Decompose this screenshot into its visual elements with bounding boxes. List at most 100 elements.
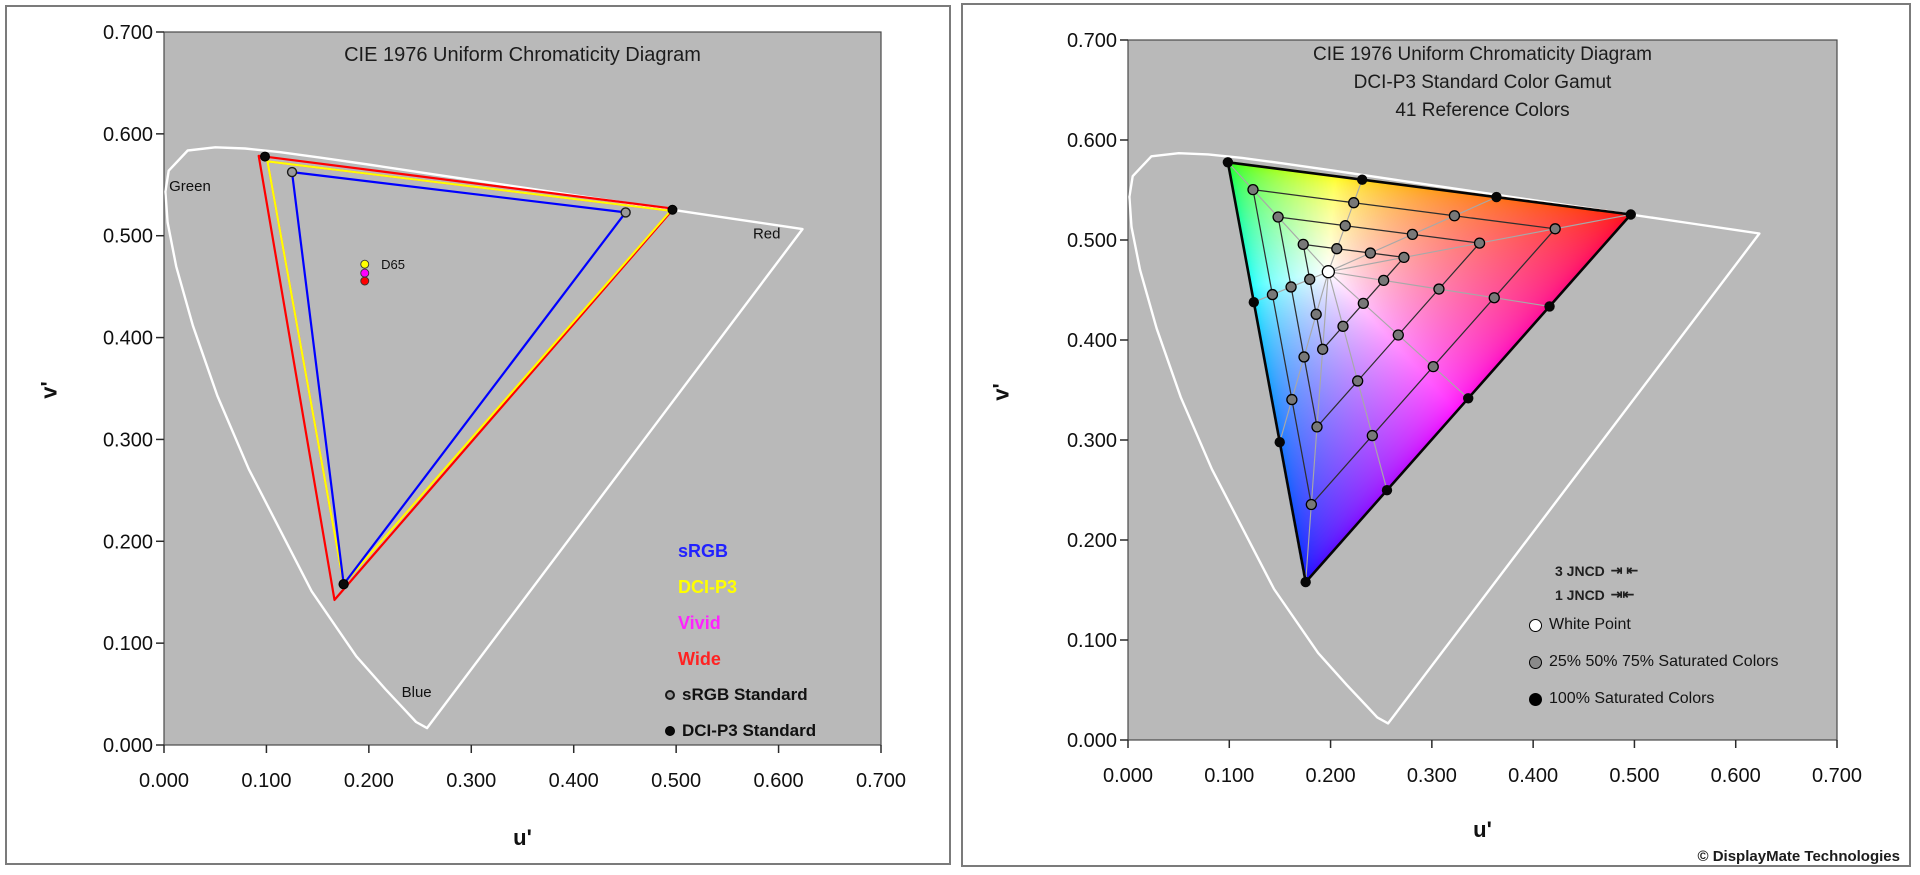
saturated-color-point bbox=[1285, 281, 1297, 293]
full-saturated-color-point bbox=[1300, 576, 1311, 588]
saturated-color-point bbox=[1272, 211, 1284, 223]
x-tick-label: 0.500 bbox=[651, 770, 701, 792]
legend-item-3jncd: 3 JNCD ⇥ ⇤ bbox=[1555, 562, 1638, 579]
dcip3-standard-point bbox=[338, 579, 349, 590]
right-y-axis-title: v' bbox=[988, 383, 1014, 401]
region-label-d65: D65 bbox=[381, 257, 405, 272]
y-tick-label: 0.500 bbox=[1067, 230, 1117, 252]
saturated-color-point bbox=[1433, 283, 1445, 295]
saturated-color-point bbox=[1398, 251, 1410, 264]
x-tick-label: 0.300 bbox=[446, 770, 496, 792]
legend-label: 25% 50% 75% Saturated Colors bbox=[1549, 653, 1779, 670]
saturated-color-point bbox=[1366, 429, 1378, 442]
black-dot-icon bbox=[1529, 692, 1542, 706]
plot-area bbox=[163, 31, 882, 746]
y-tick-label: 0.200 bbox=[1067, 530, 1117, 552]
legend-label: DCI-P3 bbox=[678, 576, 738, 597]
saturated-color-point bbox=[1297, 238, 1309, 251]
p3-gamut-fill-canvas bbox=[1128, 40, 1837, 740]
legend-item-vivid: Vivid bbox=[665, 605, 816, 641]
legend-label: DCI-P3 Standard bbox=[682, 721, 817, 740]
x-tick-label: 0.400 bbox=[1508, 765, 1558, 787]
legend-label: 100% Saturated Colors bbox=[1549, 690, 1715, 707]
saturated-color-point bbox=[1317, 343, 1329, 355]
saturated-color-point bbox=[1357, 297, 1369, 310]
legend-item-wide: Wide bbox=[665, 641, 816, 677]
region-label-blue: Blue bbox=[402, 684, 432, 701]
x-tick-label: 0.700 bbox=[1812, 765, 1862, 787]
saturated-color-point bbox=[1331, 243, 1343, 255]
full-saturated-color-point bbox=[1274, 437, 1285, 448]
x-tick-label: 0.600 bbox=[1711, 765, 1761, 787]
srgb-standard-point bbox=[620, 207, 631, 218]
legend-item-srgb: sRGB bbox=[665, 533, 816, 569]
full-saturated-color-point bbox=[1248, 297, 1259, 308]
x-tick-label: 0.200 bbox=[1306, 765, 1356, 787]
saturated-color-point bbox=[1247, 183, 1259, 196]
white-dot-icon bbox=[1529, 618, 1542, 632]
x-tick-label: 0.600 bbox=[754, 770, 804, 792]
white-point-dci-p3 bbox=[360, 259, 370, 269]
saturated-color-point bbox=[1392, 329, 1404, 341]
saturated-color-point bbox=[1427, 360, 1439, 373]
x-tick-label: 0.100 bbox=[241, 770, 291, 792]
legend-label: Vivid bbox=[678, 612, 721, 633]
saturated-color-point bbox=[1337, 320, 1349, 332]
saturated-color-point bbox=[1377, 274, 1390, 287]
legend-label: 3 JNCD bbox=[1555, 562, 1605, 579]
saturated-color-point bbox=[1298, 351, 1310, 363]
legend-item-1jncd: 1 JNCD ⇥⇤ bbox=[1555, 586, 1634, 603]
saturated-color-point bbox=[1339, 220, 1351, 232]
jncd-gap-icon: ⇥⇤ bbox=[1610, 586, 1635, 602]
dcip3-standard-point bbox=[667, 204, 678, 215]
gamut-triangle-dci-p3 bbox=[266, 160, 672, 586]
legend-item-dcip3-standard: DCI-P3 Standard bbox=[665, 713, 816, 749]
left-x-axis-title: u' bbox=[513, 825, 532, 850]
y-tick-label: 0.300 bbox=[103, 429, 153, 451]
saturated-color-point bbox=[1310, 308, 1322, 320]
y-tick-label: 0.000 bbox=[1067, 730, 1117, 752]
right-chart-overlay-layer bbox=[1222, 157, 1636, 588]
legend-label: sRGB Standard bbox=[682, 685, 808, 704]
saturated-color-point bbox=[1364, 247, 1377, 259]
saturated-color-point bbox=[1488, 292, 1500, 304]
y-tick-label: 0.100 bbox=[1067, 630, 1117, 652]
legend-label: sRGB bbox=[678, 540, 729, 561]
region-label-green: Green bbox=[169, 178, 211, 195]
full-saturated-color-point bbox=[1222, 157, 1234, 168]
legend-item-dcip3: DCI-P3 bbox=[665, 569, 816, 605]
legend-item-srgb-standard: sRGB Standard bbox=[665, 677, 816, 713]
full-saturated-color-point bbox=[1625, 209, 1636, 220]
x-tick-label: 0.400 bbox=[549, 770, 599, 792]
black-dot-icon bbox=[665, 726, 675, 736]
saturated-color-point bbox=[1473, 237, 1486, 249]
full-saturated-color-point bbox=[1491, 191, 1502, 203]
right-chart-panel: 0.000 0.100 0.200 0.300 0.400 0.500 0.600 0.700… bbox=[961, 3, 1911, 867]
legend-item-partial-saturated: 25% 50% 75% Saturated Colors bbox=[1529, 653, 1778, 671]
saturated-color-point bbox=[1348, 197, 1360, 209]
y-tick-label: 0.400 bbox=[103, 328, 153, 350]
gray-dot-icon bbox=[1529, 655, 1542, 669]
copyright-text: © DisplayMate Technologies bbox=[1697, 848, 1901, 865]
x-tick-label: 0.000 bbox=[139, 770, 189, 792]
y-tick-label: 0.200 bbox=[103, 531, 153, 553]
saturated-color-point bbox=[1286, 393, 1298, 406]
region-label-red: Red bbox=[753, 226, 781, 243]
x-tick-label: 0.700 bbox=[856, 770, 906, 792]
left-chart-canvas: 0.000 0.100 0.200 0.300 0.400 0.500 0.600 0.700… bbox=[103, 22, 906, 792]
srgb-standard-point bbox=[286, 166, 298, 178]
dcip3-gamut-border bbox=[1226, 161, 1633, 584]
y-tick-label: 0.300 bbox=[1067, 430, 1117, 452]
saturated-color-point bbox=[1311, 421, 1323, 433]
y-tick-label: 0.600 bbox=[1067, 130, 1117, 152]
full-saturated-color-point bbox=[1356, 174, 1368, 185]
jncd-gap-icon: ⇥ ⇤ bbox=[1610, 562, 1639, 578]
y-tick-label: 0.600 bbox=[103, 124, 153, 146]
y-tick-label: 0.400 bbox=[1067, 330, 1117, 352]
legend-label: Wide bbox=[678, 648, 721, 669]
right-x-axis-title: u' bbox=[1473, 817, 1492, 842]
saturated-color-point bbox=[1304, 273, 1316, 285]
legend-label: 1 JNCD bbox=[1555, 586, 1605, 603]
x-tick-label: 0.000 bbox=[1103, 765, 1153, 787]
y-tick-label: 0.700 bbox=[1067, 30, 1117, 52]
